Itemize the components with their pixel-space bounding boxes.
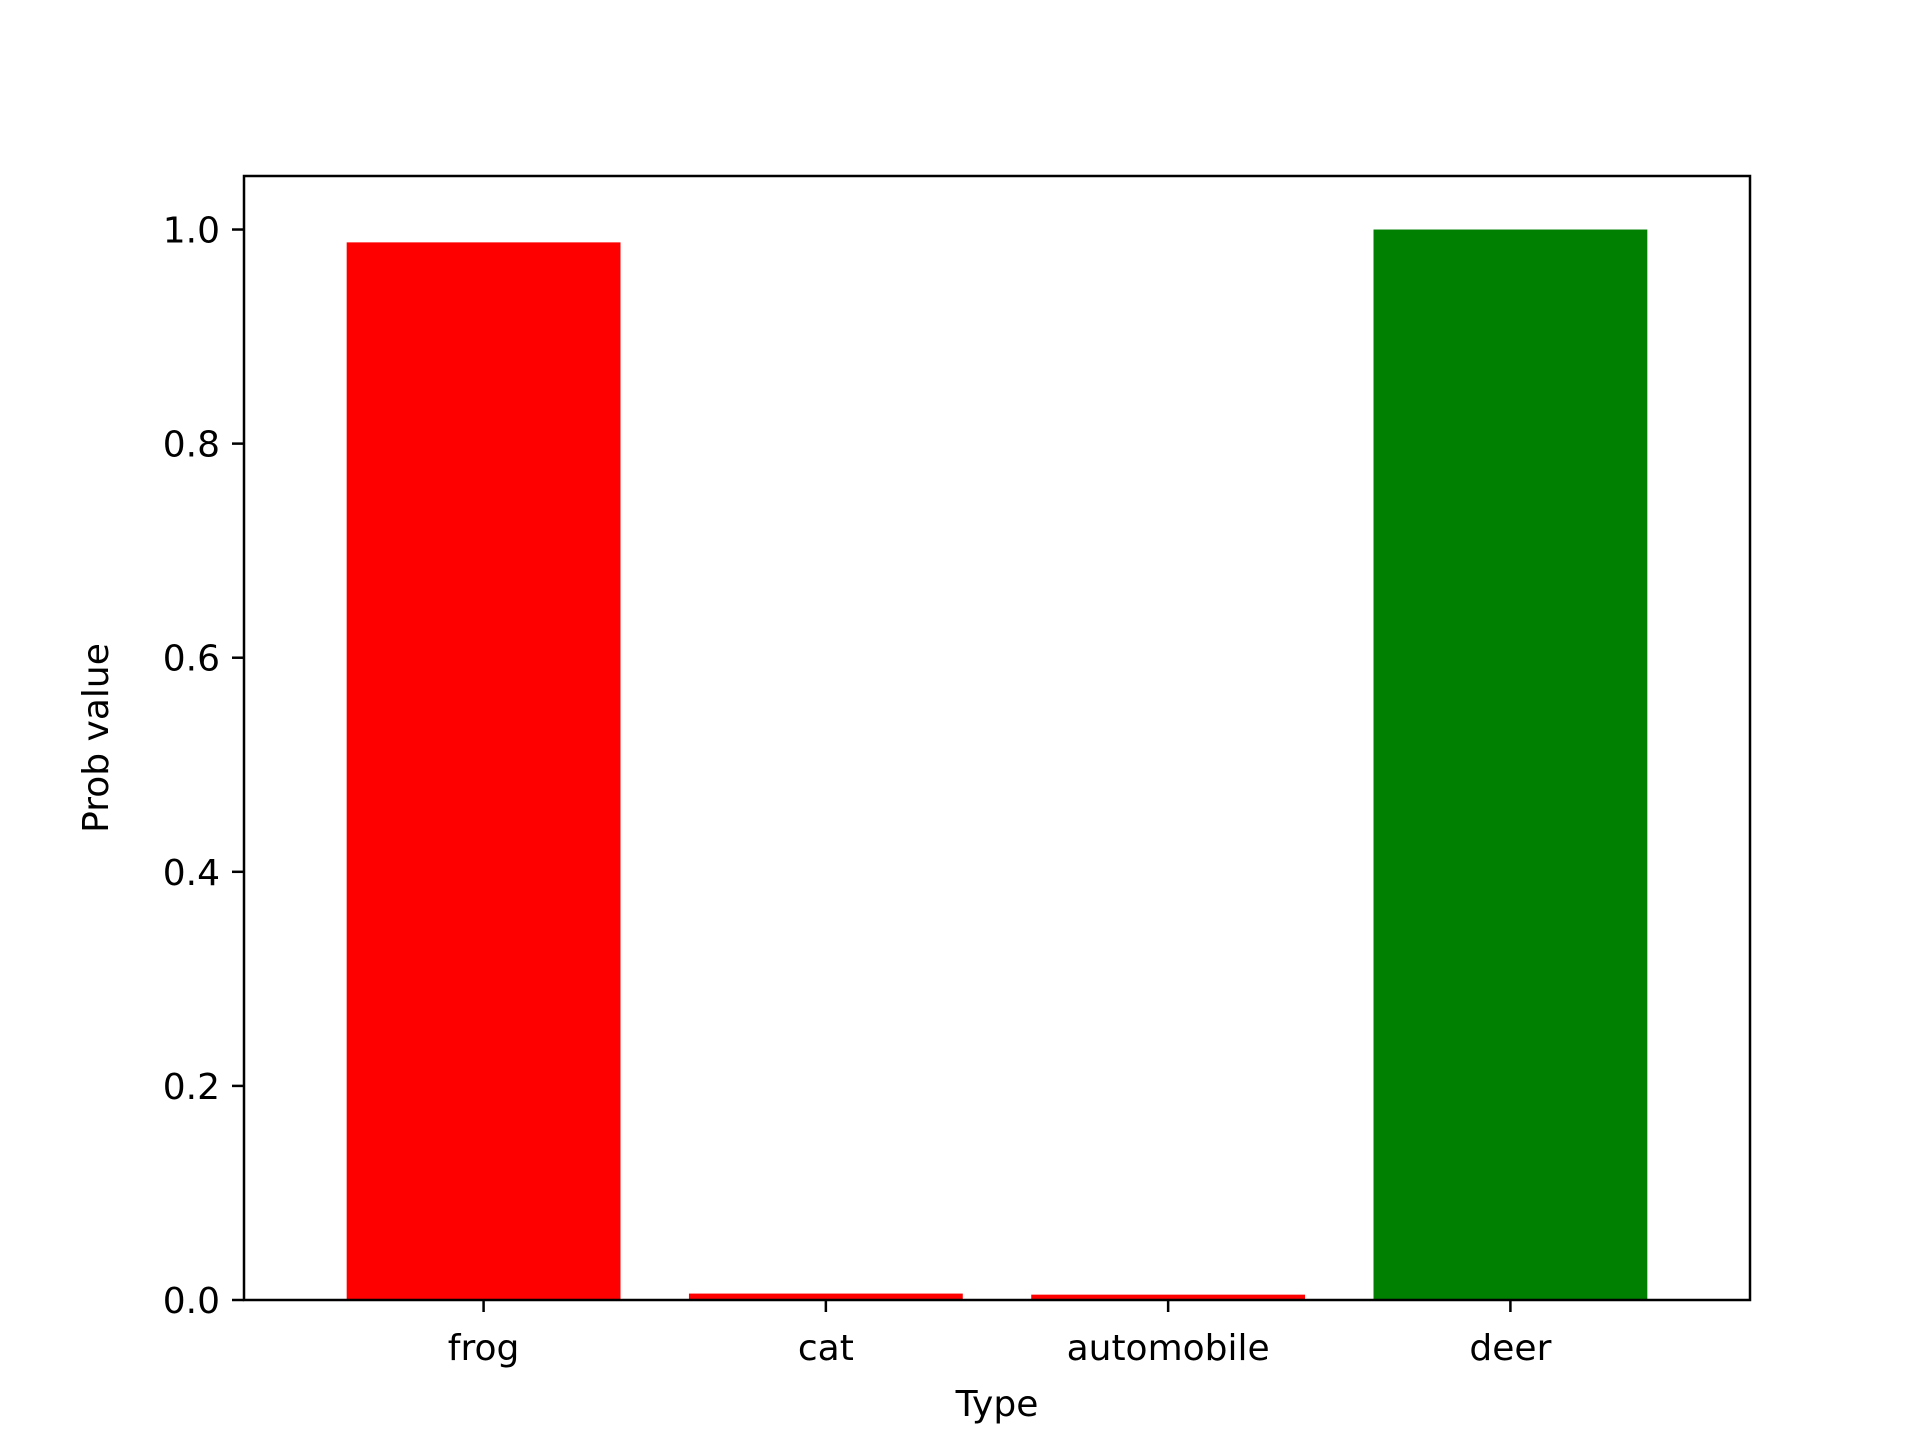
x-tick-label: frog [448, 1328, 520, 1369]
bar-cat [688, 1293, 963, 1300]
x-tick-label: automobile [1067, 1328, 1270, 1369]
y-tick-label: 0.4 [163, 853, 220, 894]
x-axis-label: Type [955, 1384, 1039, 1425]
bars-group [346, 229, 1648, 1301]
y-axis-ticks: 0.0 0.2 0.4 0.6 0.8 1.0 [163, 211, 244, 1322]
bar-automobile [1031, 1294, 1306, 1300]
y-tick-label: 1.0 [163, 211, 220, 252]
bar-deer [1373, 229, 1648, 1300]
x-tick-label: deer [1469, 1328, 1551, 1369]
y-tick-label: 0.0 [163, 1281, 220, 1322]
y-axis-label: Prob value [76, 643, 117, 833]
x-axis-ticks: frog cat automobile deer [448, 1300, 1552, 1369]
y-tick-label: 0.6 [163, 639, 220, 680]
x-tick-label: cat [798, 1328, 854, 1369]
bar-frog [346, 242, 621, 1301]
plot-frame [242, 174, 1752, 1302]
y-tick-label: 0.8 [163, 425, 220, 466]
y-tick-label: 0.2 [163, 1067, 220, 1108]
